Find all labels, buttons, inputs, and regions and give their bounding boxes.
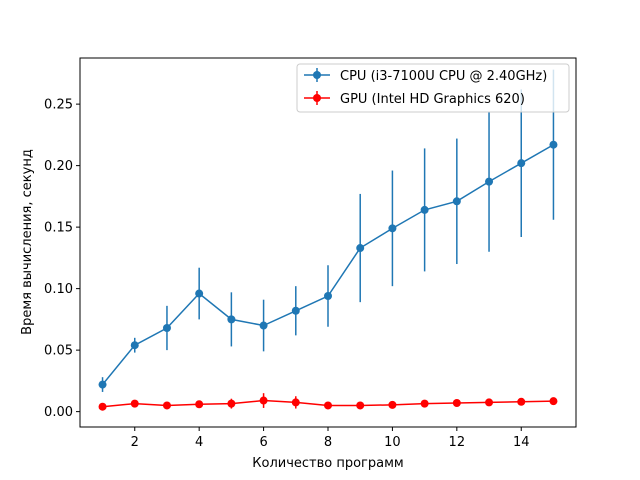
gpu-point	[195, 400, 204, 409]
cpu-point	[291, 306, 300, 315]
x-tick-label: 10	[384, 435, 401, 450]
x-tick-label: 8	[324, 435, 332, 450]
axes-layer: 2 4 6 8 10 12 14 0.00 0.05 0.10 0.15 0.20 0.25	[44, 98, 529, 450]
y-tick-label: 0.00	[44, 405, 73, 420]
gpu-point	[549, 397, 558, 406]
series-layer	[98, 69, 558, 411]
gpu-point	[452, 399, 461, 408]
cpu-point	[227, 315, 236, 324]
gpu-point	[517, 397, 526, 406]
gpu-point	[388, 400, 397, 409]
gpu-point	[324, 401, 332, 410]
x-tick-label: 2	[131, 435, 139, 450]
gpu-point	[162, 401, 171, 410]
cpu-point	[259, 321, 268, 330]
legend-gpu-marker	[313, 94, 321, 102]
cpu-point	[452, 197, 461, 206]
gpu-point	[356, 401, 365, 410]
gpu-point	[130, 399, 139, 408]
y-tick-label: 0.25	[44, 98, 73, 113]
cpu-point	[195, 289, 204, 298]
cpu-point	[388, 224, 397, 233]
legend-box	[296, 63, 570, 113]
cpu-point	[517, 159, 526, 168]
cpu-point	[130, 341, 139, 350]
gpu-point	[485, 398, 494, 407]
x-tick-label: 14	[513, 435, 530, 450]
legend: CPU (i3-7100U CPU @ 2.40GHz) GPU (Intel …	[296, 63, 570, 113]
cpu-point	[485, 177, 494, 186]
x-axis-label: Количество программ	[252, 456, 403, 471]
gpu-point	[420, 399, 429, 408]
cpu-point	[356, 244, 365, 253]
cpu-point	[162, 323, 171, 332]
legend-gpu-label: GPU (Intel HD Graphics 620)	[340, 92, 525, 107]
legend-cpu-marker	[313, 71, 321, 79]
plot-frame	[79, 57, 577, 428]
y-tick-label: 0.05	[44, 344, 73, 359]
gpu-point	[98, 402, 107, 411]
y-axis-label: Время вычисления, секунд	[20, 149, 35, 335]
gpu-point	[291, 398, 300, 407]
x-tick-label: 12	[449, 435, 466, 450]
legend-cpu-label: CPU (i3-7100U CPU @ 2.40GHz)	[340, 69, 547, 84]
y-tick-label: 0.10	[44, 282, 73, 297]
gpu-point	[259, 396, 268, 405]
cpu-point	[98, 380, 107, 389]
y-tick-label: 0.15	[44, 221, 73, 236]
x-tick-label: 4	[195, 435, 203, 450]
x-tick-label: 6	[259, 435, 267, 450]
plot-area	[80, 58, 576, 427]
y-tick-label: 0.20	[44, 159, 73, 174]
gpu-point	[227, 399, 236, 408]
cpu-point	[324, 292, 332, 301]
cpu-point	[420, 205, 429, 214]
cpu-point	[549, 140, 558, 149]
